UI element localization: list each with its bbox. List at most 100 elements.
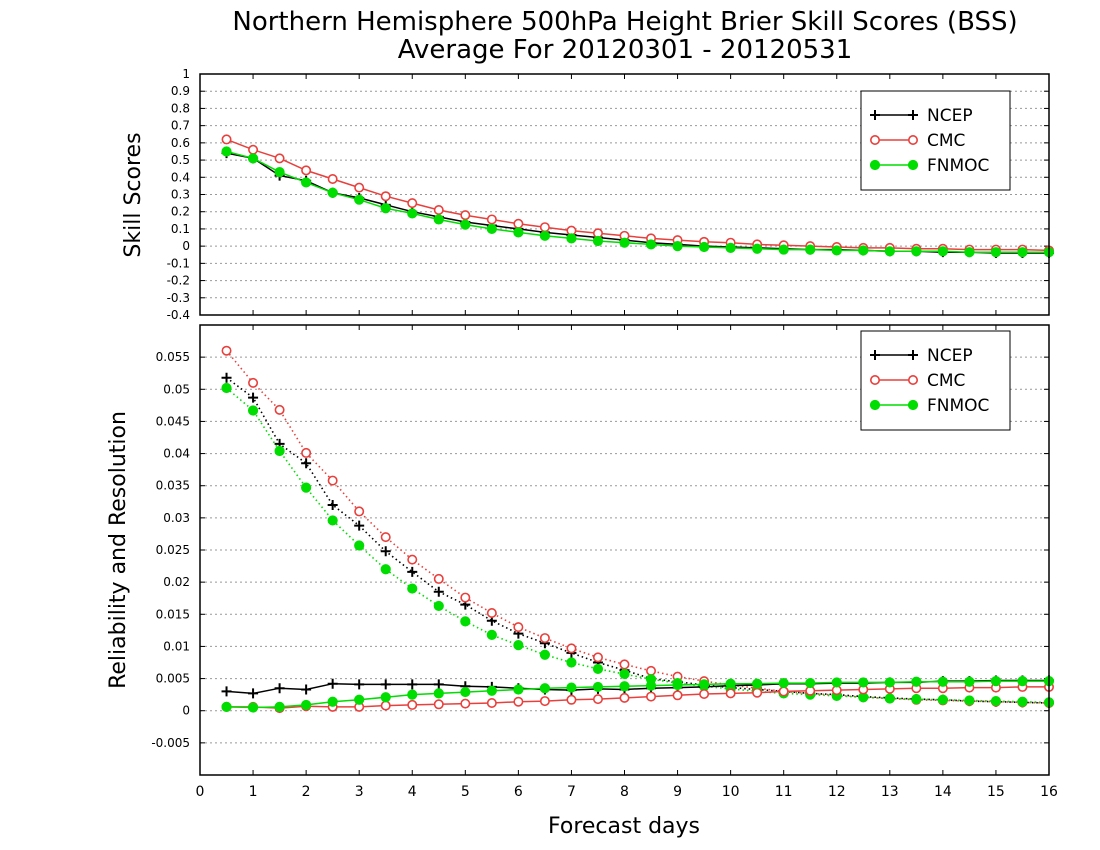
y-tick-label: 0.045 <box>156 414 190 428</box>
data-point <box>486 223 497 235</box>
y-tick-label: 0.035 <box>156 479 190 493</box>
data-point <box>513 622 524 633</box>
y-tick-label: 0.5 <box>171 153 190 167</box>
legend-label: FNMOC <box>927 156 989 176</box>
data-point <box>858 245 869 256</box>
data-point <box>911 246 922 257</box>
legend-marker <box>907 374 918 385</box>
data-point <box>539 222 550 233</box>
x-tick-label: 10 <box>722 784 740 800</box>
y-tick-label: 0 <box>182 704 190 718</box>
data-point <box>672 241 683 252</box>
data-point <box>672 679 683 691</box>
data-point <box>752 243 763 254</box>
x-tick-label: 1 <box>249 784 258 800</box>
x-tick-label: 2 <box>302 784 311 800</box>
legend-marker <box>869 159 881 171</box>
x-tick-label: 4 <box>408 784 417 800</box>
legend-label: CMC <box>927 131 965 151</box>
data-point <box>619 659 630 670</box>
data-point <box>380 532 391 543</box>
data-point <box>354 520 365 531</box>
top-panel-y-axis-label: Skill Scores <box>121 132 146 257</box>
y-tick-label: -0.4 <box>167 308 190 322</box>
data-point <box>990 676 1002 687</box>
y-tick-label: 0.03 <box>163 511 190 525</box>
data-point <box>698 679 710 690</box>
y-tick-label: 1 <box>182 67 190 81</box>
data-point <box>221 372 232 383</box>
data-point <box>301 699 312 711</box>
legend-label: NCEP <box>927 106 973 126</box>
legend-marker <box>870 350 880 360</box>
data-point <box>460 616 471 627</box>
data-point <box>274 701 285 712</box>
data-point <box>221 701 232 712</box>
data-point <box>460 592 471 603</box>
data-point <box>380 564 391 575</box>
data-point <box>327 475 338 486</box>
data-point <box>619 237 630 248</box>
data-point <box>566 657 577 668</box>
series-fnmoc-dotted <box>221 382 1055 708</box>
data-point <box>646 691 657 702</box>
data-point <box>831 677 842 688</box>
y-tick-label: 0.2 <box>171 205 190 219</box>
data-point <box>1017 247 1028 258</box>
y-tick-label: -0.005 <box>151 736 190 750</box>
data-point <box>964 247 975 258</box>
data-point <box>380 692 391 703</box>
data-point <box>539 633 550 644</box>
data-point <box>274 683 285 694</box>
data-point <box>539 696 550 707</box>
data-point <box>460 219 471 230</box>
data-point <box>486 214 497 225</box>
data-point <box>619 668 630 680</box>
data-point <box>752 678 763 689</box>
data-point <box>380 191 391 202</box>
data-point <box>433 688 444 699</box>
data-point <box>619 681 630 692</box>
data-point <box>221 134 232 145</box>
data-point <box>274 167 285 178</box>
data-point <box>407 583 418 594</box>
data-point <box>964 695 975 706</box>
reliability-resolution-panel: -0.005 0 0.005 0.01 0.015 0.02 0.025 0.03 0.035 0… <box>151 324 1058 800</box>
data-point <box>911 676 922 687</box>
data-point <box>301 458 312 469</box>
data-point <box>752 687 763 698</box>
x-tick-label: 13 <box>881 784 899 800</box>
legend-entry-ncep: NCEP <box>870 106 973 126</box>
data-point <box>433 600 444 612</box>
data-point <box>725 678 736 689</box>
data-point <box>407 689 418 700</box>
x-tick-label: 3 <box>355 784 364 800</box>
data-point <box>725 688 736 699</box>
x-tick-label: 7 <box>567 784 576 800</box>
data-point <box>247 405 259 416</box>
data-point <box>513 227 524 238</box>
legend-entry-fnmoc: FNMOC <box>869 156 989 176</box>
legend-entry-fnmoc: FNMOC <box>869 396 989 416</box>
data-point <box>460 210 471 221</box>
data-point <box>248 144 259 155</box>
legend-label: NCEP <box>927 346 973 366</box>
data-point <box>592 235 604 247</box>
y-tick-label: 0.3 <box>171 188 190 202</box>
data-point <box>460 698 471 709</box>
y-tick-label: 0.055 <box>156 350 190 364</box>
y-tick-label: 0.4 <box>171 170 190 184</box>
data-point <box>592 694 603 705</box>
data-point <box>539 683 551 694</box>
data-point <box>513 640 524 651</box>
x-tick-label: 9 <box>673 784 682 800</box>
series-line <box>226 680 1049 709</box>
series-cmc-solid <box>221 681 1055 714</box>
x-axis-label: Forecast days <box>548 814 700 839</box>
data-point <box>937 246 948 257</box>
data-point <box>592 652 603 663</box>
data-point <box>301 177 312 188</box>
y-tick-label: 0.025 <box>156 543 190 557</box>
data-point <box>911 694 922 705</box>
